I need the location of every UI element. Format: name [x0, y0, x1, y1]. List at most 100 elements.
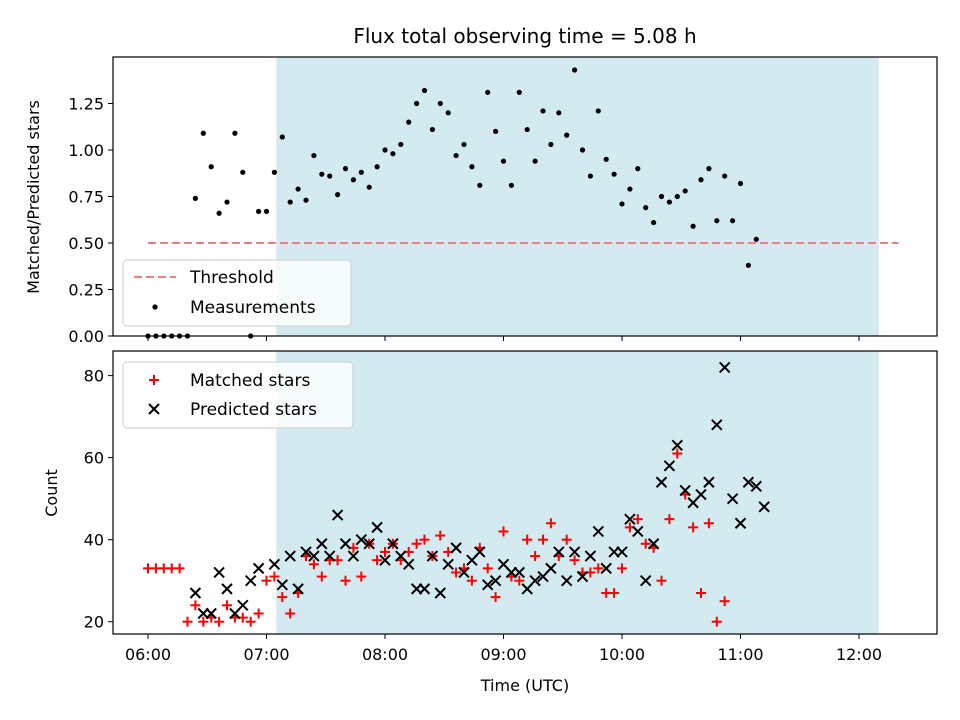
measurement-point	[532, 158, 538, 164]
predicted-stars-point	[450, 542, 462, 554]
measurement-point	[374, 164, 380, 170]
measurement-point	[643, 205, 649, 211]
measurement-point	[382, 147, 388, 153]
measurement-point	[666, 199, 673, 205]
legend-predicted-swatch	[148, 403, 160, 415]
predicted-stars-point	[331, 509, 344, 521]
predicted-stars-point	[545, 562, 557, 575]
predicted-stars-point	[742, 476, 755, 488]
measurement-point	[303, 197, 309, 203]
x-tick-label: 08:00	[362, 645, 408, 664]
predicted-stars-point	[221, 583, 233, 595]
predicted-stars-point	[560, 574, 573, 587]
predicted-stars-point	[284, 550, 296, 562]
predicted-stars-point	[347, 550, 360, 562]
predicted-stars-point	[434, 587, 447, 599]
matched-stars-point	[174, 563, 185, 574]
top-y-ticks: 0.00 0.25 0.50 0.75 1.00 1.25	[68, 95, 113, 346]
matched-stars-point	[609, 587, 620, 598]
measurement-point	[485, 89, 491, 95]
measurement-point	[603, 156, 609, 162]
y-tick-label: 20	[84, 613, 104, 632]
measurement-point	[406, 119, 412, 125]
matched-stars-point	[411, 538, 422, 549]
predicted-stars-point	[481, 579, 494, 591]
matched-stars-point	[277, 592, 288, 603]
measurement-point	[350, 177, 356, 183]
measurement-point	[572, 67, 578, 73]
predicted-stars-point	[616, 546, 628, 558]
predicted-stars-point	[339, 538, 352, 550]
predicted-stars-point	[363, 538, 375, 550]
predicted-stars-point	[639, 574, 652, 587]
predicted-stars-point	[474, 546, 486, 558]
predicted-stars-point	[624, 513, 636, 525]
predicted-stars-point	[695, 488, 707, 501]
predicted-stars-point	[244, 574, 257, 587]
matched-stars-point	[538, 534, 548, 545]
matched-stars-point	[253, 608, 264, 619]
x-tick-label: 11:00	[717, 645, 763, 664]
predicted-stars-point	[292, 583, 304, 595]
x-tick-label: 10:00	[599, 645, 645, 664]
measurement-point	[635, 166, 641, 172]
y-tick-label: 80	[84, 367, 104, 386]
predicted-stars-point	[316, 538, 328, 550]
matched-stars-point	[419, 534, 430, 545]
measurement-point	[579, 147, 586, 153]
measurement-point	[658, 193, 665, 200]
predicted-stars-point	[592, 525, 605, 538]
matched-stars-point	[545, 518, 556, 529]
predicted-stars-point	[671, 439, 684, 452]
matched-stars-point	[640, 538, 651, 549]
predicted-stars-point	[600, 562, 612, 575]
measurement-point	[224, 199, 230, 205]
bottom-y-ticks: 20 40 60 80	[84, 367, 113, 632]
predicted-stars-point	[663, 460, 676, 472]
top-legend-box	[122, 259, 352, 327]
predicted-stars-point	[758, 501, 770, 513]
legend-matched-swatch	[149, 375, 159, 385]
predicted-stars-point	[371, 521, 383, 534]
predicted-stars-point	[632, 525, 644, 538]
measurement-point	[398, 141, 404, 148]
measurement-point	[737, 180, 744, 187]
measurement-point	[627, 186, 633, 192]
measurement-point	[595, 108, 601, 114]
y-tick-label: 0.75	[68, 188, 104, 207]
matched-stars-point	[214, 616, 225, 627]
measurement-point	[390, 151, 396, 157]
measurement-point	[437, 100, 443, 107]
measurement-point	[295, 186, 301, 192]
legend-threshold-label: Threshold	[189, 268, 274, 288]
measurement-point	[216, 210, 222, 216]
measurement-point	[256, 208, 262, 214]
predicted-stars-point	[426, 550, 439, 562]
matched-stars-point	[656, 575, 667, 586]
predicted-stars-point	[355, 533, 368, 546]
measurement-point	[319, 171, 325, 177]
top-y-axis-label: Matched/Predicted stars	[24, 100, 43, 294]
observing-window-bottom	[276, 351, 879, 634]
predicted-stars-point	[323, 550, 336, 562]
measurement-point	[366, 184, 372, 190]
predicted-stars-point	[442, 558, 454, 570]
predicted-stars-point	[726, 492, 739, 505]
predicted-stars-point	[711, 419, 723, 431]
x-axis-label: Time (UTC)	[480, 676, 569, 695]
matched-stars-point	[688, 522, 699, 533]
x-tick-label: 09:00	[480, 645, 526, 664]
matched-stars-point	[703, 518, 714, 529]
predicted-stars-point	[276, 579, 289, 591]
y-tick-label: 1.25	[68, 95, 104, 114]
measurement-point	[745, 262, 752, 268]
bottom-legend-box	[122, 361, 354, 429]
predicted-stars-point	[402, 558, 415, 570]
measurement-point	[232, 130, 238, 136]
measurement-point	[493, 128, 499, 134]
matched-stars-point	[245, 616, 256, 627]
matched-stars-point	[380, 546, 390, 557]
predicted-stars-point	[718, 361, 731, 374]
measurement-point	[469, 164, 475, 170]
